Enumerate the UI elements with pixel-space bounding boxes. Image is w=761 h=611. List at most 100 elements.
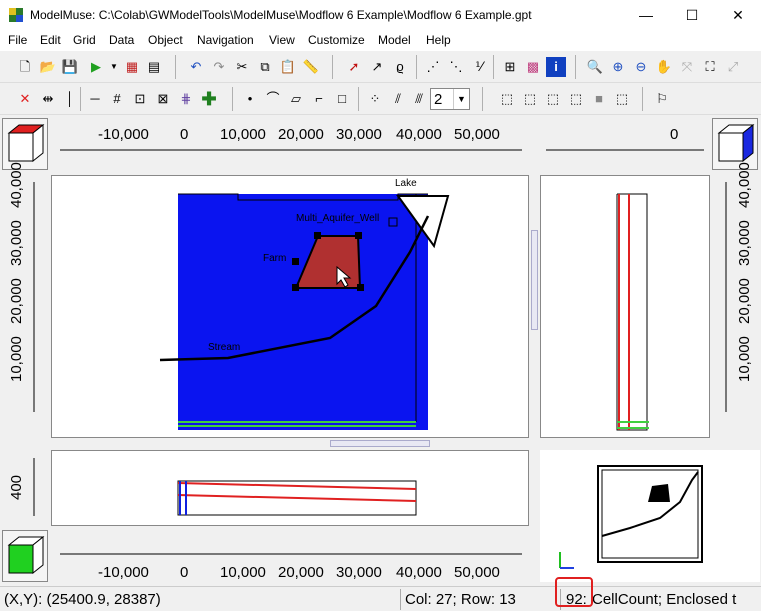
save-icon[interactable]: 💾 [61, 59, 79, 74]
top-view-panel[interactable]: Lake Multi_Aquifer_Well Farm Stream [51, 175, 529, 438]
3d-view-canvas[interactable] [540, 450, 760, 582]
modelmuse-app-icon [9, 8, 23, 22]
undo-icon[interactable]: ↶ [190, 59, 202, 74]
paste-icon[interactable]: 📋 [279, 59, 297, 74]
menu-file[interactable]: File [8, 33, 28, 47]
add-column-icon[interactable]: │ [65, 91, 75, 106]
open-folder-icon[interactable]: 📂 [39, 59, 57, 74]
run-model-icon[interactable]: ▶ [91, 59, 101, 74]
bottom-ruler-label: -10,000 [98, 564, 149, 581]
stream-label: Stream [208, 342, 241, 353]
cut-icon[interactable]: ✂ [236, 59, 248, 74]
top-ruler-label: 30,000 [336, 126, 382, 143]
zoom-extents-icon[interactable]: ⛶ [705, 59, 715, 74]
chevron-down-icon[interactable]: ▼ [453, 89, 469, 109]
front-view-panel[interactable] [51, 450, 529, 526]
front-ruler-label: 400 [8, 474, 25, 500]
left-ruler-label: 10,000 [8, 336, 25, 382]
cube-solid-icon[interactable]: ■ [595, 91, 603, 106]
menu-object[interactable]: Object [148, 33, 183, 47]
export-icon[interactable]: ▦ [125, 59, 139, 74]
3d-view-panel[interactable] [540, 450, 760, 582]
bottom-ruler-label: 50,000 [454, 564, 500, 581]
horizontal-splitter[interactable] [330, 440, 430, 447]
color-grid-icon[interactable]: ▩ [526, 59, 540, 74]
cube-front-icon[interactable]: ⬚ [500, 91, 514, 106]
side-top-ruler-ticks [546, 149, 704, 151]
menu-edit[interactable]: Edit [40, 33, 61, 47]
top-ruler-label: 40,000 [396, 126, 442, 143]
restore-zoom-icon[interactable]: ⤢ [727, 59, 739, 74]
left-ruler-label: 20,000 [8, 278, 25, 324]
top-ruler-label: 0 [180, 126, 189, 143]
info-icon[interactable]: i [546, 57, 566, 77]
menu-data[interactable]: Data [109, 33, 135, 47]
side-view-canvas[interactable] [541, 176, 709, 437]
cube-top-icon[interactable]: ⬚ [523, 91, 537, 106]
zoom-out-icon[interactable]: ⊖ [635, 59, 647, 74]
add-vertex-icon[interactable]: ⋰ [426, 59, 440, 74]
line-object-icon[interactable]: ⌒ [266, 91, 280, 106]
smooth-grid-icon[interactable]: ⊠ [157, 91, 169, 106]
cube-side-icon[interactable]: ⬚ [546, 91, 560, 106]
side-view-button[interactable] [712, 118, 758, 170]
menu-customize[interactable]: Customize [308, 33, 365, 47]
add-row-icon[interactable]: ─ [90, 91, 100, 106]
new-file-icon[interactable]: 🗋 [19, 59, 31, 74]
flag-icon[interactable]: ⚐ [656, 91, 668, 106]
cross-section-icon[interactable]: ⫽ [395, 91, 401, 106]
minimize-button[interactable]: — [639, 7, 653, 23]
side-view-panel[interactable] [540, 175, 710, 438]
generate-grid-icon[interactable]: ✚ [201, 89, 217, 109]
front-view-button[interactable] [2, 530, 48, 582]
redo-icon[interactable]: ↷ [213, 59, 225, 74]
cube-3d-icon[interactable]: ⬚ [569, 91, 583, 106]
select-arrow-icon[interactable]: ➚ [348, 59, 360, 74]
menu-grid[interactable]: Grid [73, 33, 96, 47]
menu-model[interactable]: Model [378, 33, 411, 47]
menu-view[interactable]: View [269, 33, 295, 47]
import-icon[interactable]: ▤ [147, 59, 161, 74]
zoom-icon[interactable]: 🔍 [586, 59, 604, 74]
pan-icon[interactable]: ✋ [655, 59, 673, 74]
polygon-object-icon[interactable]: ▱ [291, 91, 301, 106]
copy-icon[interactable]: ⧉ [260, 59, 270, 74]
lasso-icon[interactable]: ϱ [396, 59, 404, 74]
drawing-toolbar: ✕ ⇹ │ ─ # ⊡ ⊠ ⋕ ✚ • ⌒ ▱ ⌐ □ ⁘ ⫽ ⫻ 2 ▼ ⬚ … [0, 83, 761, 115]
layer-number-select[interactable]: 2 ▼ [430, 88, 470, 110]
grid-angle-icon[interactable]: ⋕ [180, 91, 192, 106]
hierarchy-icon[interactable]: ⊞ [504, 59, 516, 74]
vertical-splitter[interactable] [531, 230, 538, 330]
draw-layer-icon[interactable]: ⫻ [415, 91, 423, 106]
rotate-icon[interactable]: ⤧ [681, 59, 693, 74]
run-dropdown-icon[interactable]: ▼ [110, 62, 118, 71]
right-ruler: 10,000 20,000 30,000 40,000 [712, 162, 758, 438]
front-view-canvas[interactable] [52, 451, 528, 525]
delete-column-icon[interactable]: ✕ [19, 91, 31, 106]
top-view-button[interactable] [2, 118, 48, 170]
top-view-canvas[interactable] [52, 176, 528, 437]
subdivide-icon[interactable]: ⊡ [134, 91, 146, 106]
delete-vertex-icon[interactable]: ⋱ [449, 59, 463, 74]
maximize-button[interactable]: ☐ [685, 7, 699, 23]
menu-navigation[interactable]: Navigation [197, 33, 254, 47]
straight-line-icon[interactable]: ⌐ [315, 91, 323, 106]
side-view-cube-icon [717, 123, 755, 163]
grid-icon[interactable]: # [113, 91, 121, 106]
vertex-value-icon[interactable]: ⅟ [475, 59, 483, 74]
select-vertices-icon[interactable]: ↗ [371, 59, 383, 74]
right-ruler-label: 20,000 [736, 278, 753, 324]
zoom-in-icon[interactable]: ⊕ [612, 59, 624, 74]
spacing-icon[interactable]: ⁘ [369, 91, 381, 106]
top-ruler-label: -10,000 [98, 126, 149, 143]
rectangle-object-icon[interactable]: □ [338, 91, 346, 106]
close-button[interactable]: ✕ [732, 7, 744, 23]
right-ruler-label: 40,000 [736, 162, 753, 208]
measure-icon[interactable]: 📏 [302, 59, 320, 74]
front-view-cube-icon [7, 535, 45, 575]
move-column-icon[interactable]: ⇹ [42, 91, 54, 106]
point-object-icon[interactable]: • [247, 91, 253, 106]
bottom-ruler-label: 20,000 [278, 564, 324, 581]
menu-help[interactable]: Help [426, 33, 451, 47]
cube-rotate-icon[interactable]: ⬚ [615, 91, 629, 106]
